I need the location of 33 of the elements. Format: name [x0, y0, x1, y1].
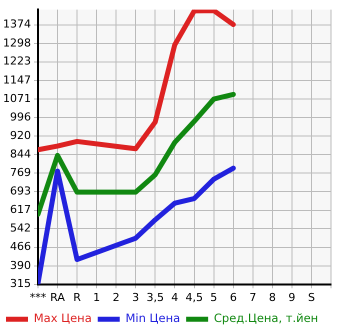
y-tick-label: 844 — [10, 148, 31, 161]
y-tick-label: 617 — [10, 203, 31, 216]
x-tick-label: 7 — [249, 290, 256, 304]
y-tick-label: 693 — [10, 184, 31, 198]
x-tick-label: 2 — [112, 290, 120, 304]
y-tick-label: 920 — [10, 128, 31, 142]
x-tick-label: 6 — [230, 290, 237, 304]
y-tick-label: 996 — [10, 110, 31, 124]
legend-label: Max Цена — [34, 311, 92, 326]
y-tick-label: 542 — [10, 222, 31, 235]
x-tick-label: 5 — [210, 290, 218, 304]
y-tick-label: 769 — [10, 166, 31, 179]
x-tick-label: S — [308, 290, 315, 304]
x-tick-label: RA — [50, 290, 66, 304]
y-tick-label: 466 — [10, 240, 31, 254]
y-tick-label: 390 — [10, 258, 31, 272]
y-tick-label: 315 — [10, 277, 31, 290]
x-tick-label: 3 — [132, 290, 140, 304]
legend-label: Min Цена — [126, 311, 180, 326]
y-tick-label: 1147 — [2, 73, 31, 86]
x-tick-label: 3,5 — [146, 290, 164, 304]
legend-label: Сред.Цена, т.йен — [214, 311, 318, 326]
x-tick-label: *** — [30, 290, 47, 304]
y-tick-label: 1223 — [2, 54, 31, 68]
x-tick-label: 4 — [171, 290, 178, 304]
x-tick-label: 4,5 — [186, 290, 204, 304]
x-tick-label: 1 — [93, 290, 100, 304]
y-tick-label: 1374 — [2, 18, 31, 31]
x-tick-label: 8 — [268, 290, 276, 304]
y-tick-label: 1298 — [2, 36, 31, 50]
y-tick-label: 1071 — [2, 92, 31, 105]
x-tick-label: R — [73, 290, 82, 304]
x-tick-label: 9 — [288, 290, 296, 304]
